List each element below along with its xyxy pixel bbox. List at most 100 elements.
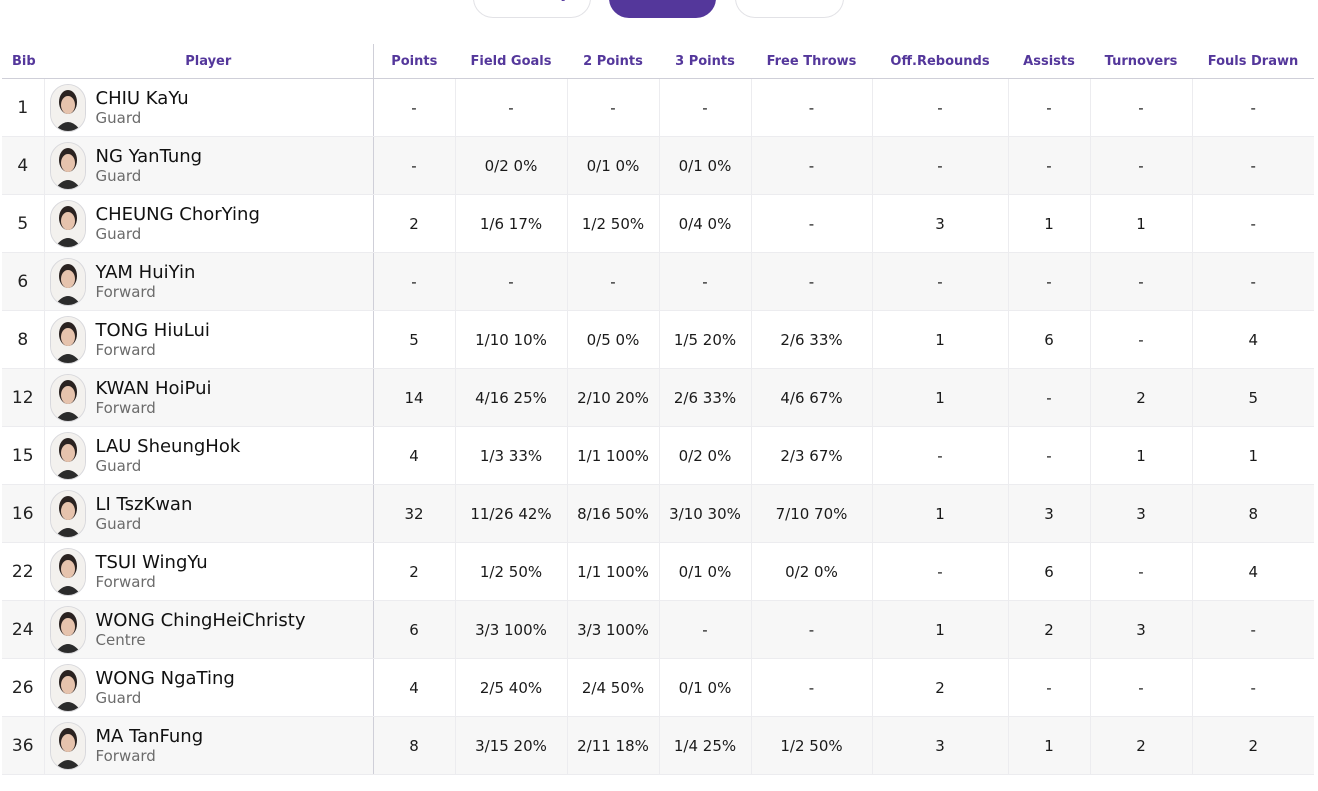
free-throws-cell: 1/2 50%	[751, 716, 873, 775]
free-throws-cell: -	[751, 600, 873, 659]
player-name[interactable]: MA TanFung	[95, 725, 204, 747]
bib-cell: 26	[2, 658, 45, 717]
player-name[interactable]: TONG HiuLui	[95, 319, 210, 341]
off-rebounds-cell: -	[872, 542, 1009, 601]
player-name[interactable]: WONG ChingHeiChristy	[95, 609, 306, 631]
three-points-cell: 0/4 0%	[659, 194, 752, 253]
assists-cell: 1	[1008, 716, 1091, 775]
bib-cell: 16	[2, 484, 45, 543]
field-goals-cell: 3/15 20%	[455, 716, 568, 775]
three-points-cell: 0/2 0%	[659, 426, 752, 485]
fouls-drawn-cell: 8	[1192, 484, 1314, 543]
assists-cell: 6	[1008, 310, 1091, 369]
turnovers-cell: 3	[1090, 600, 1193, 659]
player-name[interactable]: CHEUNG ChorYing	[95, 203, 260, 225]
table-header-row: Bib Player Points Field Goals 2 Points 3…	[2, 44, 1314, 79]
player-name[interactable]: LAU SheungHok	[95, 435, 241, 457]
fouls-drawn-cell: 5	[1192, 368, 1314, 427]
player-position: Forward	[95, 572, 156, 591]
two-points-cell: 3/3 100%	[567, 600, 660, 659]
tab-defense[interactable]: Defense	[735, 0, 844, 18]
field-goals-cell: 4/16 25%	[455, 368, 568, 427]
player-name[interactable]: TSUI WingYu	[95, 551, 208, 573]
points-cell: -	[373, 136, 456, 195]
turnovers-cell: 3	[1090, 484, 1193, 543]
player-cell[interactable]: NG YanTung Guard	[44, 136, 374, 195]
column-header-points[interactable]: Points	[373, 44, 455, 79]
player-cell[interactable]: MA TanFung Forward	[44, 716, 374, 775]
player-position: Forward	[95, 398, 156, 417]
free-throws-cell: -	[751, 136, 873, 195]
field-goals-cell: -	[455, 78, 568, 137]
off-rebounds-cell: -	[872, 78, 1009, 137]
bib-cell: 22	[2, 542, 45, 601]
player-avatar	[49, 605, 86, 654]
column-header-free-throws[interactable]: Free Throws	[751, 44, 872, 79]
player-cell[interactable]: TSUI WingYu Forward	[44, 542, 374, 601]
three-points-cell: 3/10 30%	[659, 484, 752, 543]
three-points-cell: -	[659, 600, 752, 659]
table-row: 8 TONG HiuLui Forward 5 1/10 10% 0/5 0% 1/5 20…	[2, 310, 1314, 369]
column-header-3-points[interactable]: 3 Points	[659, 44, 751, 79]
table-row: 24 WONG ChingHeiChristy Centre 6 3/3 100% 3/3…	[2, 600, 1314, 659]
column-header-bib[interactable]: Bib	[2, 44, 44, 79]
assists-cell: 3	[1008, 484, 1091, 543]
table-row: 1 CHIU KaYu Guard - - - - - - - - -	[2, 78, 1314, 137]
turnovers-cell: 2	[1090, 716, 1193, 775]
player-name[interactable]: WONG NgaTing	[95, 667, 235, 689]
turnovers-cell: -	[1090, 658, 1193, 717]
fouls-drawn-cell: -	[1192, 252, 1314, 311]
column-header-off-rebounds[interactable]: Off.Rebounds	[872, 44, 1008, 79]
two-points-cell: 8/16 50%	[567, 484, 660, 543]
player-cell[interactable]: TONG HiuLui Forward	[44, 310, 374, 369]
player-cell[interactable]: YAM HuiYin Forward	[44, 252, 374, 311]
bib-cell: 36	[2, 716, 45, 775]
free-throws-cell: -	[751, 658, 873, 717]
assists-cell: -	[1008, 426, 1091, 485]
player-position: Guard	[95, 456, 142, 475]
free-throws-cell: 4/6 67%	[751, 368, 873, 427]
turnovers-cell: -	[1090, 310, 1193, 369]
player-name[interactable]: LI TszKwan	[95, 493, 193, 515]
player-cell[interactable]: LI TszKwan Guard	[44, 484, 374, 543]
field-goals-cell: 2/5 40%	[455, 658, 568, 717]
player-avatar	[49, 373, 86, 422]
bib-cell: 15	[2, 426, 45, 485]
column-header-fouls-drawn[interactable]: Fouls Drawn	[1192, 44, 1314, 79]
points-cell: 2	[373, 542, 456, 601]
player-name[interactable]: KWAN HoiPui	[95, 377, 212, 399]
turnovers-cell: -	[1090, 252, 1193, 311]
player-name[interactable]: CHIU KaYu	[95, 87, 189, 109]
column-header-player[interactable]: Player	[44, 44, 374, 79]
turnovers-cell: 1	[1090, 426, 1193, 485]
off-rebounds-cell: 1	[872, 484, 1009, 543]
player-position: Guard	[95, 166, 142, 185]
two-points-cell: 1/1 100%	[567, 426, 660, 485]
column-header-2-points[interactable]: 2 Points	[567, 44, 659, 79]
player-avatar	[49, 431, 86, 480]
player-cell[interactable]: CHIU KaYu Guard	[44, 78, 374, 137]
assists-cell: 6	[1008, 542, 1091, 601]
assists-cell: -	[1008, 78, 1091, 137]
player-cell[interactable]: WONG NgaTing Guard	[44, 658, 374, 717]
player-cell[interactable]: KWAN HoiPui Forward	[44, 368, 374, 427]
player-name[interactable]: YAM HuiYin	[95, 261, 196, 283]
player-position: Guard	[95, 108, 142, 127]
three-points-cell: 1/4 25%	[659, 716, 752, 775]
assists-cell: 1	[1008, 194, 1091, 253]
points-cell: 8	[373, 716, 456, 775]
column-header-field-goals[interactable]: Field Goals	[455, 44, 567, 79]
player-name[interactable]: NG YanTung	[95, 145, 203, 167]
player-cell[interactable]: CHEUNG ChorYing Guard	[44, 194, 374, 253]
tab-summary[interactable]: Summary	[473, 0, 591, 18]
table-row: 12 KWAN HoiPui Forward 14 4/16 25% 2/10 20% 2/…	[2, 368, 1314, 427]
column-header-turnovers[interactable]: Turnovers	[1090, 44, 1192, 79]
player-cell[interactable]: WONG ChingHeiChristy Centre	[44, 600, 374, 659]
player-cell[interactable]: LAU SheungHok Guard	[44, 426, 374, 485]
bib-cell: 4	[2, 136, 45, 195]
table-row: 26 WONG NgaTing Guard 4 2/5 40% 2/4 50% 0/1 0%…	[2, 658, 1314, 717]
tab-offense[interactable]: Offense	[609, 0, 716, 18]
off-rebounds-cell: 1	[872, 310, 1009, 369]
table-row: 15 LAU SheungHok Guard 4 1/3 33% 1/1 100% 0/2 …	[2, 426, 1314, 485]
column-header-assists[interactable]: Assists	[1008, 44, 1090, 79]
